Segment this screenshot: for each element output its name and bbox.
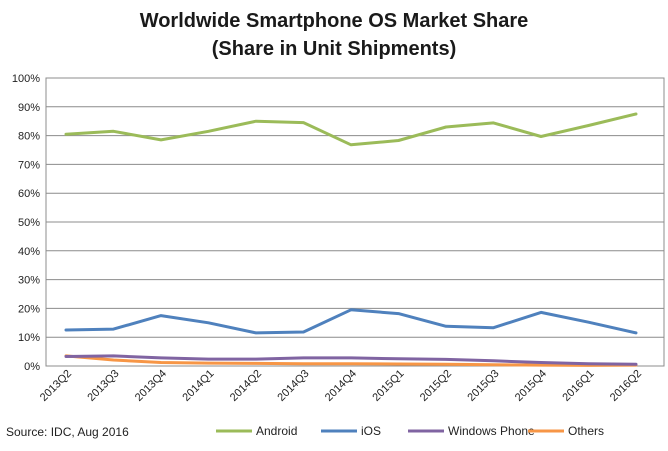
y-tick-label: 40% [18, 246, 40, 258]
legend-label: iOS [361, 424, 381, 438]
legend-label: Windows Phone [448, 424, 535, 438]
y-tick-label: 50% [18, 217, 40, 229]
source-note: Source: IDC, Aug 2016 [6, 425, 129, 439]
legend-label: Android [256, 424, 297, 438]
series-line-others [64, 354, 638, 367]
chart-title: Worldwide Smartphone OS Market Share [140, 10, 529, 32]
y-tick-label: 80% [18, 131, 40, 143]
legend-label: Others [568, 424, 604, 438]
legend: Android iOS Windows Phone Others [216, 424, 604, 438]
series-line-windows-phone [64, 354, 638, 366]
y-tick-label: 100% [12, 73, 40, 85]
y-tick-label: 10% [18, 332, 40, 344]
y-tick-label: 70% [18, 159, 40, 171]
y-tick-label: 0% [24, 361, 40, 373]
series-lines [64, 112, 638, 367]
y-tick-label: 90% [18, 102, 40, 114]
series-line-android [64, 112, 638, 147]
series-line-ios [64, 308, 638, 335]
y-tick-label: 30% [18, 275, 40, 287]
chart-subtitle: (Share in Unit Shipments) [212, 38, 456, 60]
y-axis-ticks: 0% 10% 20% 30% 40% 50% 60% 70% 80% 90% 100% [12, 73, 40, 373]
y-tick-label: 60% [18, 188, 40, 200]
gridlines [46, 106, 664, 338]
y-tick-label: 20% [18, 303, 40, 315]
